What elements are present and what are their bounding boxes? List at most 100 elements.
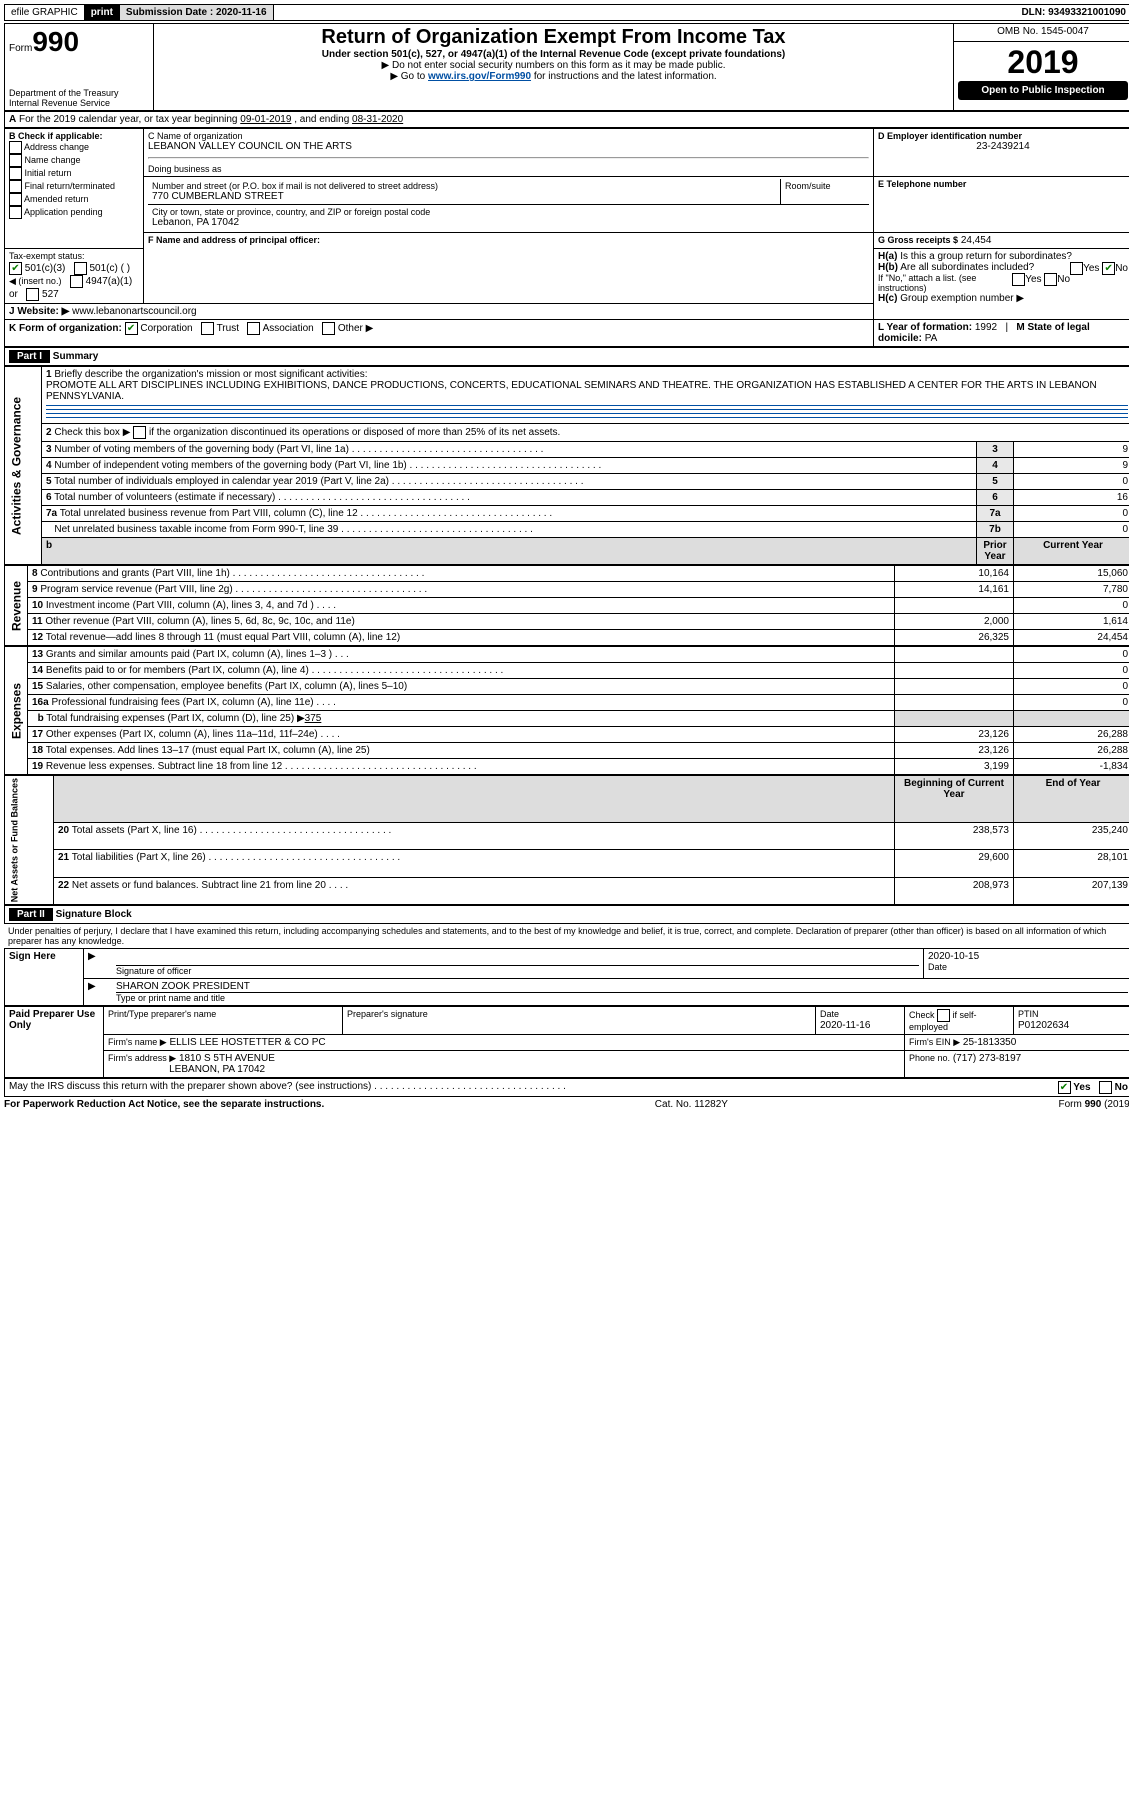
r8-py: 10,164 xyxy=(895,566,1014,582)
cb-trust[interactable] xyxy=(201,322,214,335)
ha-no[interactable] xyxy=(1102,262,1115,275)
r8-t: 8 Contributions and grants (Part VIII, l… xyxy=(28,566,895,582)
city-value: Lebanon, PA 17042 xyxy=(152,217,865,228)
part1-label: Part I xyxy=(9,350,50,363)
hb-yes[interactable] xyxy=(1012,273,1025,286)
box-h: H(a) Is this a group return for subordin… xyxy=(874,249,1129,320)
firm-phone: (717) 273-8197 xyxy=(953,1053,1021,1064)
l5-val: 0 xyxy=(1014,474,1129,490)
cb-amended[interactable]: Amended return xyxy=(9,193,139,206)
cb-assoc[interactable] xyxy=(247,322,260,335)
row-5: 5 Total number of individuals employed i… xyxy=(5,474,1129,490)
box-lm: L Year of formation: 1992 | M State of l… xyxy=(874,320,1129,347)
line2-b: if the organization discontinued its ope… xyxy=(149,427,560,438)
sig-name-label: Type or print name and title xyxy=(116,993,1128,1003)
yes-label2: Yes xyxy=(1025,274,1041,285)
sign-arrow2: ▶ xyxy=(84,979,113,1006)
r12-py: 26,325 xyxy=(895,630,1014,646)
cb-final[interactable]: Final return/terminated xyxy=(9,180,139,193)
l7b-num: 7b xyxy=(977,522,1014,538)
side-expenses: Expenses xyxy=(5,647,28,775)
discuss-yes[interactable] xyxy=(1058,1081,1071,1094)
cb-corp[interactable] xyxy=(125,322,138,335)
ha-label: H(a) xyxy=(878,251,897,262)
cb-initial[interactable]: Initial return xyxy=(9,167,139,180)
street-value: 770 CUMBERLAND STREET xyxy=(152,191,776,202)
line1-cell: 1 Briefly describe the organization's mi… xyxy=(42,367,1129,424)
ha-yes[interactable] xyxy=(1070,262,1083,275)
yes-label: Yes xyxy=(1083,263,1099,274)
n22-b: 208,973 xyxy=(895,877,1014,905)
box-c-name: C Name of organization LEBANON VALLEY CO… xyxy=(144,129,874,177)
discuss-no[interactable] xyxy=(1099,1081,1112,1094)
e16b-val: 375 xyxy=(305,713,322,724)
prep-date: 2020-11-16 xyxy=(820,1020,870,1031)
row-3: 3 Number of voting members of the govern… xyxy=(5,442,1129,458)
sig-officer-cell: Signature of officer xyxy=(112,949,924,979)
sign-here-block: Sign Here ▶ Signature of officer 2020-10… xyxy=(4,948,1129,1006)
e14-py xyxy=(895,663,1014,679)
c-name-label: C Name of organization xyxy=(148,131,869,141)
e13-py xyxy=(895,647,1014,663)
netassets-block: Net Assets or Fund Balances Beginning of… xyxy=(4,775,1129,905)
e18-text: Total expenses. Add lines 13–17 (must eq… xyxy=(46,745,370,756)
r12-cy: 24,454 xyxy=(1014,630,1129,646)
part2-header: Part II Signature Block xyxy=(4,905,1129,924)
l7b-val: 0 xyxy=(1014,522,1129,538)
cb-501c3[interactable] xyxy=(9,262,22,275)
part1-title: Summary xyxy=(53,351,99,362)
sig-date-label: Date xyxy=(928,962,1128,972)
hb-no[interactable] xyxy=(1044,273,1057,286)
dba-label: Doing business as xyxy=(148,164,869,174)
firm-ein-cell: Firm's EIN ▶ 25-1813350 xyxy=(905,1035,1129,1051)
ein-label: D Employer identification number xyxy=(878,131,1128,141)
form-label: Form xyxy=(9,43,32,54)
firm-phone-cell: Phone no. (717) 273-8197 xyxy=(905,1051,1129,1078)
firm-ein-label: Firm's EIN ▶ xyxy=(909,1037,960,1047)
header-block: Form990 Department of the Treasury Inter… xyxy=(4,23,1129,111)
r12-text: Total revenue—add lines 8 through 11 (mu… xyxy=(46,632,400,643)
l4-text: Number of independent voting members of … xyxy=(54,460,601,471)
sub3a: ▶ Go to xyxy=(390,71,428,82)
hb-text: Are all subordinates included? xyxy=(900,262,1034,273)
l6-val: 16 xyxy=(1014,490,1129,506)
cb-discontinued[interactable] xyxy=(133,426,146,439)
cb-self-employed[interactable] xyxy=(937,1009,950,1022)
form-num: 990 xyxy=(32,26,79,57)
topbar-spacer xyxy=(274,5,1016,20)
cb-name[interactable]: Name change xyxy=(9,154,139,167)
l-501c3: 501(c)(3) xyxy=(25,263,66,274)
line2-cell: 2 Check this box ▶ if the organization d… xyxy=(42,424,1129,442)
cb-527[interactable] xyxy=(26,288,39,301)
r9-cy: 7,780 xyxy=(1014,582,1129,598)
e16b-cell: b Total fundraising expenses (Part IX, c… xyxy=(28,711,895,727)
l-other: Other ▶ xyxy=(338,323,373,334)
gross-value: 24,454 xyxy=(961,235,992,246)
ptin-label: PTIN xyxy=(1018,1009,1039,1019)
irs-link[interactable]: www.irs.gov/Form990 xyxy=(428,71,531,82)
e13-text: Grants and similar amounts paid (Part IX… xyxy=(46,649,332,660)
cb-4947[interactable] xyxy=(70,275,83,288)
row-hdr: bPrior YearCurrent Year xyxy=(5,538,1129,565)
e16b-text: Total fundraising expenses (Part IX, col… xyxy=(46,713,304,724)
cb-other[interactable] xyxy=(322,322,335,335)
l7a-text: Total unrelated business revenue from Pa… xyxy=(60,508,552,519)
yf-label: L Year of formation: xyxy=(878,322,972,333)
ha-text: Is this a group return for subordinates? xyxy=(900,251,1072,262)
e19-cy: -1,834 xyxy=(1014,759,1129,775)
l5-num: 5 xyxy=(977,474,1014,490)
cb-pending[interactable]: Application pending xyxy=(9,206,139,219)
header-sub2: ▶ Do not enter social security numbers o… xyxy=(158,60,949,71)
dln-label: DLN: xyxy=(1021,7,1045,18)
cb-501c[interactable] xyxy=(74,262,87,275)
n21-b: 29,600 xyxy=(895,850,1014,878)
cb-address[interactable]: Address change xyxy=(9,141,139,154)
sig-name-cell: SHARON ZOOK PRESIDENT Type or print name… xyxy=(112,979,1129,1006)
revenue-block: Revenue 8 Contributions and grants (Part… xyxy=(4,565,1129,646)
l6-text: Total number of volunteers (estimate if … xyxy=(54,492,470,503)
cb-name-label: Name change xyxy=(25,155,81,165)
print-button[interactable]: print xyxy=(85,5,120,20)
n20-b: 238,573 xyxy=(895,822,1014,850)
e17-text: Other expenses (Part IX, column (A), lin… xyxy=(46,729,318,740)
na-hdr-e: End of Year xyxy=(1014,776,1129,823)
